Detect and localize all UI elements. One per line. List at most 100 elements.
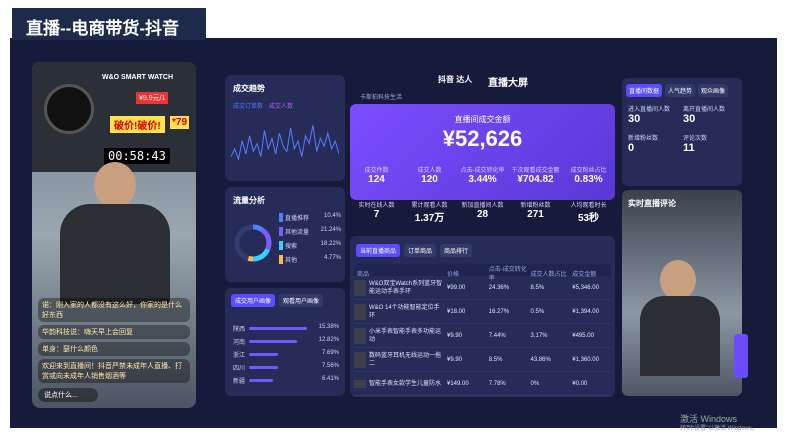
metric-value: 0.83%	[574, 174, 603, 185]
stat-label: 新增粉丝数	[628, 136, 659, 142]
comment-input[interactable]: 说点什么...	[38, 388, 98, 402]
table-row: W&O 14个功能智能定位手环 ¥18.00 16.27% 0.5% ¥1,394.00	[354, 300, 611, 324]
portrait-row: 新疆 6.41%	[233, 376, 339, 389]
right-stats: 直播间数据 人气趋势 观众画像 进入直播间人数 30 离开直播间人数 30 新增粉丝数 0 评论…	[622, 78, 742, 186]
metric: 点击-成交转化率 3.44%	[456, 165, 509, 194]
metric-label: 累计观看人数	[411, 203, 448, 209]
region: 陕西	[233, 327, 246, 333]
share-bar	[249, 379, 274, 382]
table-body: 商品 价格 点击-成交转化率 成交人数占比 成交金额 W&O双宝Watch系列蓝牙智能运动…	[354, 264, 611, 396]
stat-value: 30	[683, 113, 696, 125]
cell: 3.17%	[530, 332, 548, 339]
metric-label: 实时在线人数	[358, 203, 395, 209]
product-name: 智能手表女款学生儿童防水	[354, 379, 444, 388]
portrait-row: 陕西 15.38%	[233, 324, 339, 337]
tab: 观众画像	[698, 84, 729, 97]
tab: 当前直播商品	[356, 244, 401, 257]
comment-video: 实时直播评论	[622, 190, 742, 396]
host-body	[640, 296, 720, 376]
metric: 千次观看成交金额 ¥704.82	[509, 165, 562, 194]
column-header: 成交金额	[572, 271, 597, 278]
portrait-panel: 成交用户画像 观看用户画像 陕西 15.38% 河南 12.82% 浙江 7.69% 四川 7.…	[225, 288, 345, 396]
stat-label: 进入直播间人数	[628, 107, 671, 113]
share-bar	[249, 340, 298, 343]
comment-list: 诺：刚入家的人都没有这么好，你家的是什么好东西华韵科技说：嗨天早上会回复 单身：瑟…	[38, 298, 190, 386]
column-header: 成交人数占比	[530, 271, 567, 278]
product-name: 数码蓝牙耳机无线运动一拖二	[354, 351, 444, 368]
metric: 新增粉丝数 271	[509, 200, 562, 233]
cell: ¥149.00	[447, 380, 469, 387]
tab: 成交用户画像	[231, 294, 276, 307]
tab: 订单商品	[404, 244, 437, 257]
share: 6.41%	[321, 376, 339, 382]
traffic-donut	[234, 224, 272, 262]
cell: ¥18.00	[447, 308, 466, 315]
column-header: 点击-成交转化率	[488, 267, 527, 282]
share-bar	[249, 366, 278, 369]
table-row: 小米手表智能手表多功能运动 ¥9.90 7.44% 3.17% ¥495.00	[354, 324, 611, 348]
cell: 0.5%	[530, 308, 545, 315]
promo-price: *79	[170, 116, 190, 129]
page-title: 直播--电商带货-抖音	[12, 8, 206, 40]
watch	[44, 84, 94, 134]
stat-grid: 进入直播间人数 30 离开直播间人数 30 新增粉丝数 0 评论次数 11	[628, 104, 738, 154]
portrait-bars: 陕西 15.38% 河南 12.82% 浙江 7.69% 四川 7.56% 新疆 6.41%	[233, 324, 339, 389]
cell: ¥9.90	[447, 332, 463, 339]
comment: 诺：刚入家的人都没有这么好，你家的是什么好东西	[38, 298, 190, 322]
traffic-row: 直播推荐 10.4%	[279, 213, 341, 222]
side-button[interactable]	[734, 334, 748, 378]
metric-value: 271	[527, 209, 544, 220]
watermark: 激活 Windows	[680, 414, 738, 424]
stat-value: 30	[628, 113, 641, 125]
metric-label: 新加直播间人数	[461, 203, 504, 209]
shop: 卡斯柏科技生活	[360, 95, 403, 101]
cell: ¥1,394.00	[572, 308, 599, 315]
metric-label: 成交件数	[364, 168, 389, 174]
host-head	[660, 260, 696, 300]
comment: 单身：瑟什么颜色	[38, 342, 190, 356]
comment: 欢迎来到直播间！抖音严禁未成年人直播、打赏或向未成年人销售烟酒等	[38, 359, 190, 383]
timer: 00:58:43	[104, 148, 170, 164]
cell: 8.5%	[530, 284, 545, 291]
live-stream: W&O SMART WATCH ¥9.9元/1 破价!破价! *79 00:58…	[32, 62, 196, 408]
stat: 新增粉丝数 0	[628, 133, 683, 154]
legend-item: 成交人数	[269, 104, 294, 110]
metric: 累计观看人数 1.37万	[403, 200, 456, 233]
comment: 华韵科技说：嗨天早上会回复	[38, 325, 190, 339]
traffic-name: 搜索	[279, 241, 297, 250]
traffic-row: 搜索 18.22%	[279, 241, 341, 250]
product-name: 小米手表智能手表多功能运动	[354, 327, 444, 344]
traffic-row: 其他流量 21.24%	[279, 227, 341, 236]
share-bar	[249, 327, 308, 330]
table-row: W&O双宝Watch系列蓝牙智能运动手表手环 ¥99.00 24.36% 8.5% ¥5…	[354, 276, 611, 300]
stat: 进入直播间人数 30	[628, 104, 683, 125]
cell: 43.86%	[530, 356, 551, 363]
traffic-panel: 流量分析 直播推荐 10.4% 其他流量 21.24% 搜索 18.22% 其他 4.77%	[225, 187, 345, 282]
cell: ¥1,360.00	[572, 356, 599, 363]
tab: 直播间数据	[626, 84, 663, 97]
table-tabs: 当前直播商品 订单商品 商品排行	[356, 244, 473, 257]
portrait-row: 浙江 7.69%	[233, 350, 339, 363]
amount-card: 直播间成交金额 ¥52,626	[350, 104, 615, 200]
traffic-legend: 直播推荐 10.4% 其他流量 21.24% 搜索 18.22% 其他 4.77%	[279, 213, 341, 269]
cell: ¥9.90	[447, 356, 463, 363]
metric-label: 新增粉丝数	[520, 203, 551, 209]
donut-arc	[234, 224, 272, 262]
traffic-row: 其他 4.77%	[279, 255, 341, 264]
table-row: 智能手表女款学生儿童防水 ¥149.00 7.78% 0% ¥0.00	[354, 372, 611, 396]
right-tabs: 直播间数据 人气趋势 观众画像	[626, 84, 729, 97]
cell: ¥99.00	[447, 284, 466, 291]
region: 浙江	[233, 353, 246, 359]
traffic-value: 21.24%	[320, 227, 341, 233]
metric: 人均观看时长 53秒	[562, 200, 615, 233]
region: 四川	[233, 366, 246, 372]
table-row: 数码蓝牙耳机无线运动一拖二 ¥9.90 8.5% 43.86% ¥1,360.00	[354, 348, 611, 372]
amount-label: 直播间成交金额	[454, 115, 511, 124]
share: 15.38%	[318, 324, 339, 330]
portrait-tabs: 成交用户画像 观看用户画像	[231, 294, 324, 307]
trend-line	[231, 125, 339, 162]
logo: 抖音 达人	[438, 75, 473, 84]
traffic-name: 直播推荐	[279, 213, 309, 222]
price-tag: ¥9.9元/1	[136, 92, 169, 104]
